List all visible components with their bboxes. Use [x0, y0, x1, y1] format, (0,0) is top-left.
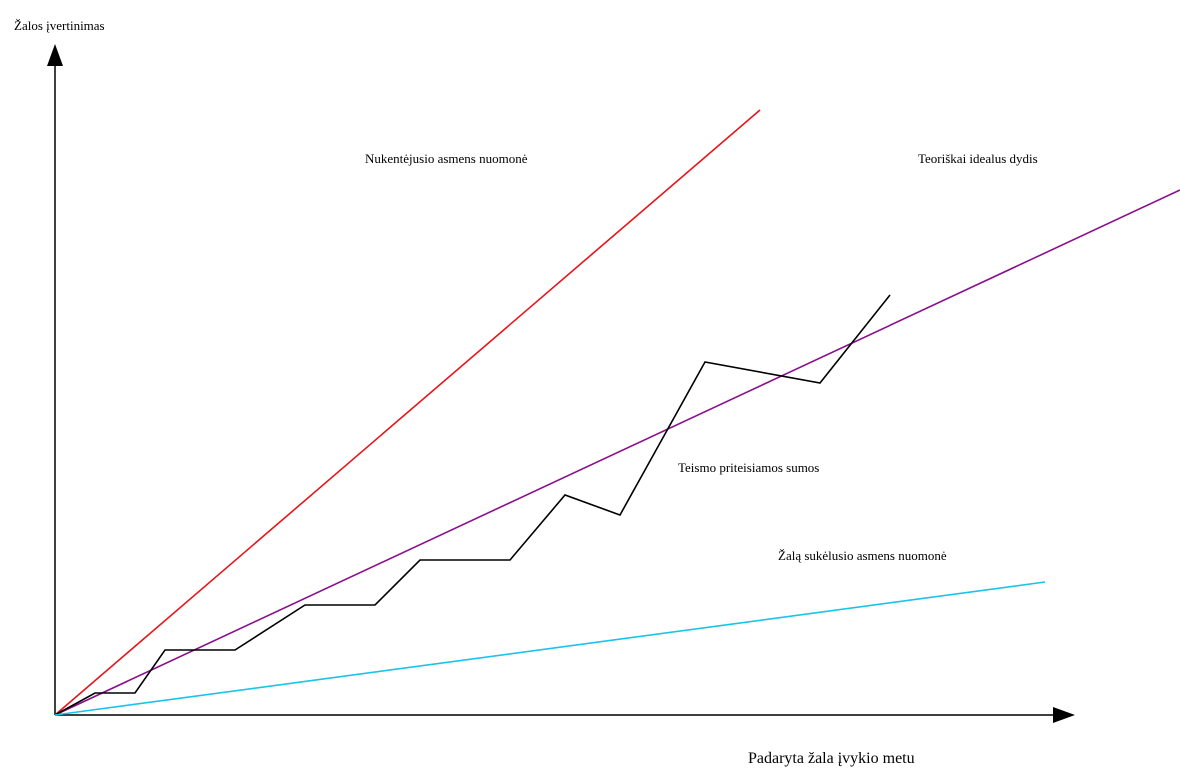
y-axis-label: Žalos įvertinimas [14, 18, 105, 33]
y-axis-arrow-icon [47, 44, 63, 66]
court-awards-line [54, 294, 891, 716]
series-label-court-awards: Teismo priteisiamos sumos [678, 460, 819, 475]
series-label-theoretical-ideal: Teoriškai idealus dydis [918, 151, 1038, 166]
x-axis-arrow-icon [1053, 707, 1075, 723]
series-layer [54, 109, 1180, 716]
theoretical-ideal-line [54, 189, 1180, 716]
series-label-offender-opinion: Žalą sukėlusio asmens nuomonė [778, 548, 947, 563]
victim-opinion-line [54, 109, 761, 716]
series-label-victim-opinion: Nukentėjusio asmens nuomonė [365, 151, 528, 166]
offender-opinion-line [54, 581, 1046, 716]
x-axis-label: Padaryta žala įvykio metu [748, 750, 915, 767]
